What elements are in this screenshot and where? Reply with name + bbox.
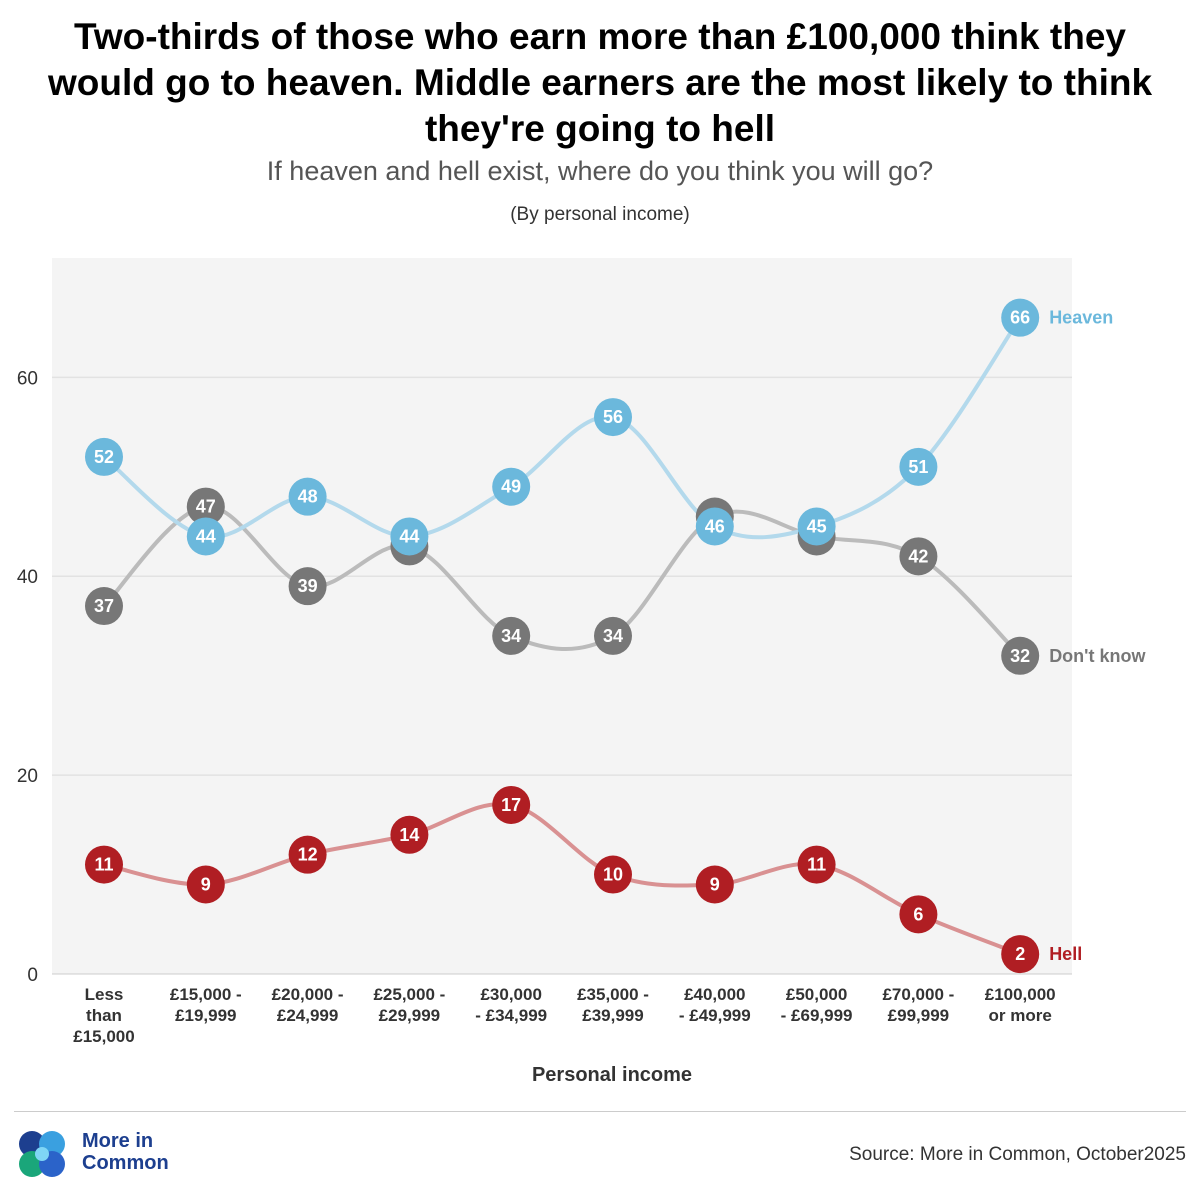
heaven-point — [1001, 298, 1040, 337]
chart-note: (By personal income) — [510, 204, 690, 225]
hell-series-line — [103, 801, 1021, 956]
heaven-data-label: 66 — [1010, 308, 1030, 328]
x-axis-title: Personal income — [532, 1064, 692, 1086]
hell-data-label: 9 — [201, 875, 211, 895]
hell-data-label: 2 — [1015, 944, 1025, 964]
hell-point — [797, 845, 836, 884]
x-tick-label: £15,000 -£19,999 — [170, 985, 242, 1025]
hell-data-label: 12 — [298, 845, 318, 865]
heaven-point — [594, 398, 632, 437]
hell-point — [899, 895, 938, 934]
brand-name: More in Common — [82, 1130, 169, 1174]
hell-point — [492, 785, 531, 824]
hell-point — [85, 845, 123, 884]
hell-data-label: 6 — [913, 904, 923, 924]
y-tick-label: 60 — [17, 368, 38, 389]
hell-data-label: 17 — [501, 795, 521, 815]
don-t-know-data-label: 34 — [603, 626, 623, 646]
hell-point — [186, 865, 225, 904]
x-tick-label: £25,000 -£29,999 — [373, 985, 445, 1025]
heaven-data-label: 44 — [196, 526, 216, 546]
hell-point — [695, 865, 734, 904]
x-tick-label: £70,000 -£99,999 — [882, 985, 954, 1025]
brand-line-1: More in — [82, 1130, 154, 1152]
heaven-point — [390, 517, 429, 556]
hell-point — [594, 855, 632, 894]
heaven-data-label: 51 — [908, 457, 928, 477]
don-t-know-point — [186, 487, 225, 526]
don-t-know-data-label: 32 — [1010, 646, 1030, 666]
don-t-know-data-label: 39 — [298, 576, 318, 596]
heaven-point — [186, 517, 225, 556]
don-t-know-point — [594, 616, 632, 655]
don-t-know-series-name: Don't know — [1049, 646, 1146, 666]
y-tick-label: 20 — [17, 766, 38, 787]
more-in-common-logo-icon — [19, 1131, 65, 1177]
don-t-know-point — [288, 567, 327, 606]
don-t-know-data-label: 47 — [196, 497, 216, 517]
heaven-data-label: 56 — [603, 407, 623, 427]
heaven-point — [899, 447, 938, 486]
y-tick-label: 40 — [17, 567, 38, 588]
chart-title: Two-thirds of those who earn more than £… — [47, 16, 1153, 149]
heaven-data-label: 48 — [298, 487, 318, 507]
hell-data-label: 14 — [399, 825, 419, 845]
heaven-point — [288, 477, 327, 516]
brand-line-2: Common — [82, 1152, 169, 1174]
heaven-series-line — [102, 316, 1022, 540]
heaven-series-name: Heaven — [1049, 308, 1113, 328]
hell-point — [390, 815, 429, 854]
x-tick-label: Less than £15,000 — [73, 985, 134, 1046]
x-tick-label: £30,000- £34,999 — [475, 985, 547, 1025]
heaven-data-label: 49 — [501, 477, 521, 497]
heaven-data-label: 45 — [807, 517, 827, 537]
don-t-know-point — [85, 587, 123, 626]
heaven-point — [492, 467, 531, 506]
don-t-know-point — [899, 537, 938, 576]
heaven-point — [797, 507, 836, 546]
x-tick-label: £100,000 or more — [985, 985, 1056, 1025]
y-tick-label: 0 — [27, 965, 38, 986]
don-t-know-data-label: 37 — [94, 596, 114, 616]
x-tick-label: £35,000 -£39,999 — [577, 985, 649, 1025]
hell-data-label: 10 — [603, 865, 623, 885]
x-tick-label: £40,000- £49,999 — [679, 985, 751, 1025]
don-t-know-series-line — [102, 504, 1022, 658]
don-t-know-point — [1001, 636, 1040, 675]
don-t-know-point — [492, 616, 531, 655]
hell-series-name: Hell — [1049, 944, 1082, 964]
don-t-know-data-label: 34 — [501, 626, 521, 646]
chart-subtitle: If heaven and hell exist, where do you t… — [266, 156, 934, 186]
heaven-point — [695, 507, 734, 546]
footer-divider — [14, 1111, 1186, 1112]
hell-data-label: 11 — [94, 855, 113, 875]
x-tick-label: £50,000- £69,999 — [781, 985, 853, 1025]
heaven-data-label: 52 — [94, 447, 114, 467]
hell-point — [288, 835, 327, 874]
heaven-point — [85, 437, 123, 476]
x-tick-label: £20,000 -£24,999 — [272, 985, 344, 1025]
hell-data-label: 9 — [710, 875, 720, 895]
hell-point — [1001, 935, 1040, 974]
heaven-data-label: 44 — [399, 526, 419, 546]
heaven-data-label: 46 — [705, 517, 725, 537]
hell-data-label: 11 — [807, 855, 826, 875]
line-chart: 0 20 40 60 Less than £15,000 £15,000 -£19,999 £2… — [17, 258, 1146, 1086]
source-note: Source: More in Common, October2025 — [849, 1144, 1186, 1165]
don-t-know-data-label: 42 — [908, 546, 928, 566]
